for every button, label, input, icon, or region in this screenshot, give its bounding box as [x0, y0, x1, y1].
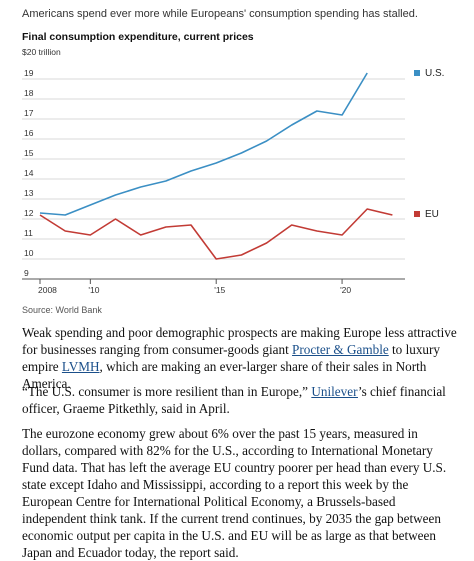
chart-source: Source: World Bank [22, 305, 102, 315]
y-tick-label: 13 [24, 188, 34, 198]
article-paragraph-1: Weak spending and poor demographic prosp… [22, 324, 460, 392]
y-tick-label: 14 [24, 168, 34, 178]
legend-swatch-u-s [414, 70, 420, 76]
lvmh-link[interactable]: LVMH [61, 359, 100, 374]
series-line-u-s [39, 72, 368, 216]
x-tick-label: '10 [88, 285, 99, 295]
p1-text-a: Weak spending and poor demographic prosp… [22, 325, 457, 357]
y-tick-label: 17 [24, 108, 34, 118]
x-tick-label: '15 [214, 285, 225, 295]
legend-label-u-s: U.S. [425, 68, 444, 79]
y-tick-label: 9 [24, 268, 29, 278]
y-tick-label: 12 [24, 208, 34, 218]
y-tick-label: 11 [24, 228, 33, 238]
y-tick-label: 19 [24, 68, 34, 78]
y-tick-label: 18 [24, 88, 34, 98]
y-unit-label: $20 trillion [22, 47, 61, 57]
legend-swatch-eu [414, 211, 420, 217]
p1-text-c: , which are making an ever-larger share … [22, 359, 427, 391]
procter-gamble-link[interactable]: Procter & Gamble [292, 342, 389, 357]
series-line-eu [39, 208, 393, 260]
x-tick-label: '20 [340, 285, 351, 295]
p2-text-b: ’s chief financial officer, Graeme Pitke… [22, 384, 446, 416]
article-paragraph-3: The eurozone economy grew about 6% over … [22, 426, 447, 560]
consumption-line-chart: 9 10 11 12 13 14 15 16 17 18 19 $20 trillion 2008 '10… [22, 47, 444, 295]
x-tick-label: 2008 [38, 285, 57, 295]
unilever-link[interactable]: Unilever [311, 384, 358, 399]
legend-label-eu: EU [425, 209, 439, 220]
article-paragraph-2: “The U.S. consumer is more resilient tha… [22, 383, 460, 417]
chart-caption: Americans spend ever more while European… [22, 8, 418, 20]
p2-text-a: “The U.S. consumer is more resilient tha… [22, 384, 312, 399]
y-tick-label: 15 [24, 148, 34, 158]
p1-text-b: to luxury empire [22, 342, 441, 374]
y-tick-label: 10 [24, 248, 34, 258]
y-tick-label: 16 [24, 128, 34, 138]
chart-title: Final consumption expenditure, current p… [22, 31, 254, 43]
